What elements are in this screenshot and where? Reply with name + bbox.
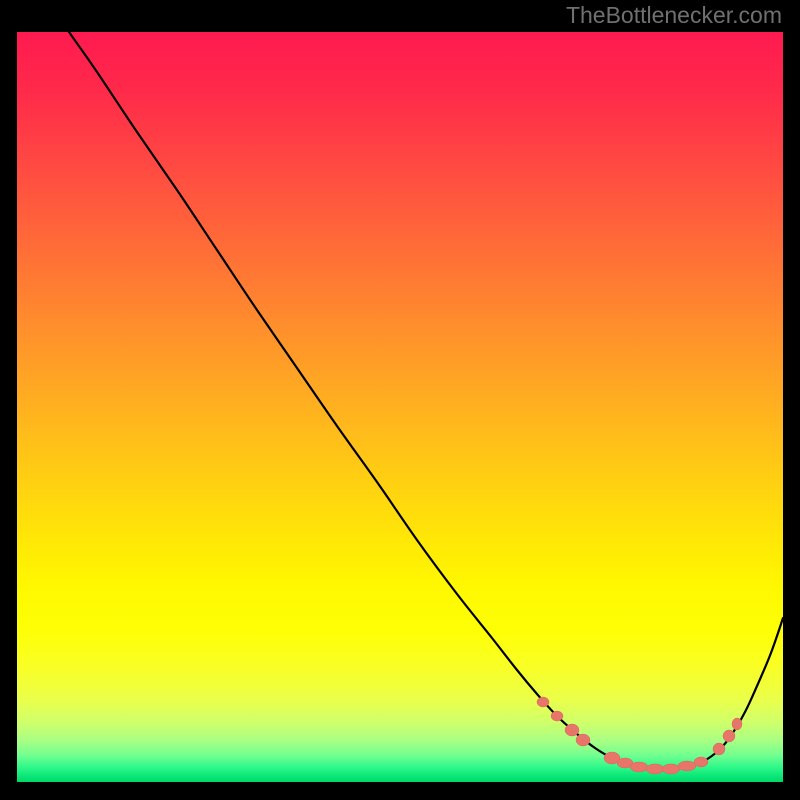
watermark-text: TheBottlenecker.com	[566, 2, 782, 29]
data-marker	[551, 711, 563, 721]
gradient-background	[17, 32, 783, 782]
data-marker	[576, 734, 590, 746]
data-marker	[713, 743, 725, 755]
data-marker	[694, 757, 708, 767]
data-marker	[646, 764, 664, 774]
data-marker	[732, 718, 742, 730]
data-marker	[678, 761, 696, 771]
chart-container: TheBottlenecker.com	[0, 0, 800, 800]
data-marker	[723, 730, 735, 742]
data-marker	[537, 697, 549, 707]
chart-area	[17, 32, 783, 782]
data-marker	[565, 724, 579, 736]
bottleneck-chart	[17, 32, 783, 782]
data-marker	[662, 764, 680, 774]
data-marker	[630, 762, 648, 772]
